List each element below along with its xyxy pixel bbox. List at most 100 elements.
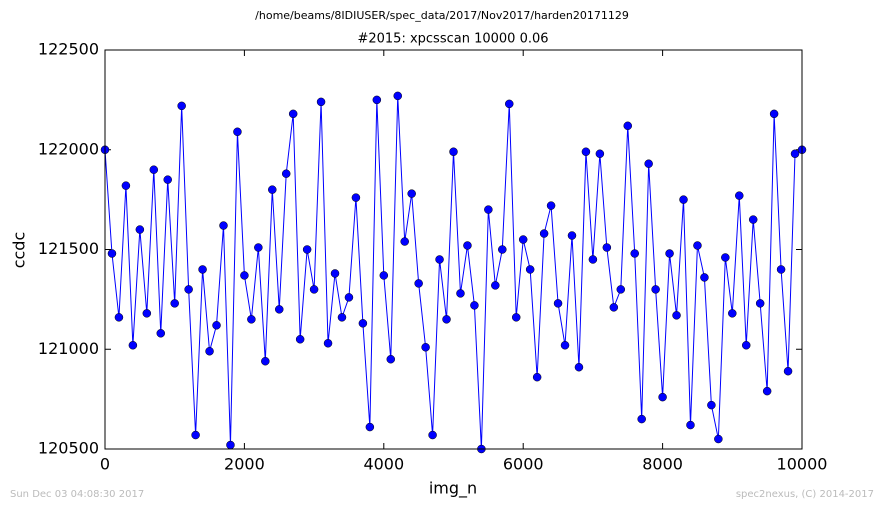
data-point <box>386 354 396 364</box>
data-point <box>560 341 570 350</box>
data-point <box>672 311 681 320</box>
data-point <box>435 255 444 264</box>
data-point <box>505 99 514 109</box>
data-point <box>630 249 639 258</box>
data-point <box>219 221 228 230</box>
data-point <box>351 193 361 202</box>
chart-title: #2015: xpcsscan 10000 0.06 <box>357 32 548 47</box>
data-point <box>449 147 458 156</box>
data-point <box>247 315 256 324</box>
data-point <box>686 420 695 430</box>
data-point <box>233 127 242 137</box>
data-point <box>776 265 786 274</box>
data-point <box>275 305 284 314</box>
data-point <box>177 101 186 111</box>
y-axis-label: ccdc <box>10 232 29 269</box>
data-point <box>609 303 619 312</box>
data-point <box>491 281 500 290</box>
data-point <box>198 265 207 274</box>
data-point <box>783 366 793 376</box>
data-point <box>261 356 270 366</box>
data-point <box>658 392 667 402</box>
data-point <box>142 309 152 318</box>
data-point <box>212 321 221 330</box>
data-point <box>728 309 737 318</box>
data-point <box>288 109 298 119</box>
data-point <box>707 400 716 410</box>
data-point <box>637 414 646 424</box>
data-point <box>337 313 347 322</box>
data-point <box>665 249 674 258</box>
data-point <box>498 245 507 254</box>
data-point <box>114 313 124 322</box>
data-point <box>581 147 591 156</box>
x-tick-label: 8000 <box>642 455 683 474</box>
footer-left: Sun Dec 03 04:08:30 2017 <box>10 489 144 500</box>
data-point <box>693 241 702 250</box>
data-point <box>623 121 632 131</box>
data-point <box>254 243 263 252</box>
data-point <box>714 434 723 444</box>
data-point <box>379 271 389 280</box>
data-point <box>121 181 131 190</box>
data-point <box>769 109 779 119</box>
data-point <box>700 273 709 282</box>
x-tick-label: 2000 <box>224 455 265 474</box>
data-point <box>463 241 472 250</box>
data-point <box>595 149 605 158</box>
data-point <box>156 329 166 338</box>
data-point <box>741 341 751 350</box>
data-point <box>644 159 653 168</box>
data-point <box>407 189 416 198</box>
data-point <box>735 191 744 200</box>
data-point <box>107 249 117 258</box>
y-tick-label: 122500 <box>38 40 99 59</box>
data-point <box>372 95 382 105</box>
data-point <box>755 299 765 308</box>
data-point <box>205 346 214 356</box>
data-point <box>365 422 375 432</box>
data-point <box>748 215 758 224</box>
data-point <box>226 440 235 450</box>
x-axis-label: img_n <box>429 479 477 499</box>
footer-right: spec2nexus, (C) 2014-2017 <box>736 489 874 500</box>
data-point <box>400 237 409 246</box>
data-point <box>309 285 319 294</box>
data-point <box>268 185 277 194</box>
data-point <box>525 265 535 274</box>
data-point <box>442 315 451 324</box>
data-point <box>539 229 549 238</box>
data-point <box>616 285 626 294</box>
data-point <box>484 205 493 214</box>
data-point <box>149 165 159 174</box>
data-point <box>456 289 465 298</box>
data-point <box>163 175 172 184</box>
data-point <box>358 319 368 328</box>
data-point <box>184 285 193 294</box>
data-point <box>281 169 291 178</box>
data-point <box>302 245 312 254</box>
data-point <box>511 313 521 322</box>
x-tick-label: 4000 <box>363 455 404 474</box>
suptitle: /home/beams/8IDIUSER/spec_data/2017/Nov2… <box>255 9 629 22</box>
data-point <box>421 343 430 352</box>
x-tick-label: 0 <box>100 455 110 474</box>
data-point <box>470 301 479 310</box>
data-point <box>518 235 528 244</box>
data-point <box>393 91 402 101</box>
data-point <box>532 372 542 382</box>
y-tick-label: 121500 <box>38 239 99 258</box>
data-point <box>295 335 305 344</box>
data-point <box>170 299 179 308</box>
data-point <box>588 255 598 264</box>
data-point <box>316 97 326 107</box>
data-point <box>567 231 577 240</box>
data-point <box>721 253 730 262</box>
data-point <box>553 299 563 308</box>
data-point <box>790 149 800 158</box>
y-tick-label: 121000 <box>38 339 99 358</box>
data-point <box>602 243 612 252</box>
data-point <box>762 386 772 396</box>
data-point <box>330 269 340 278</box>
data-point <box>344 293 354 302</box>
